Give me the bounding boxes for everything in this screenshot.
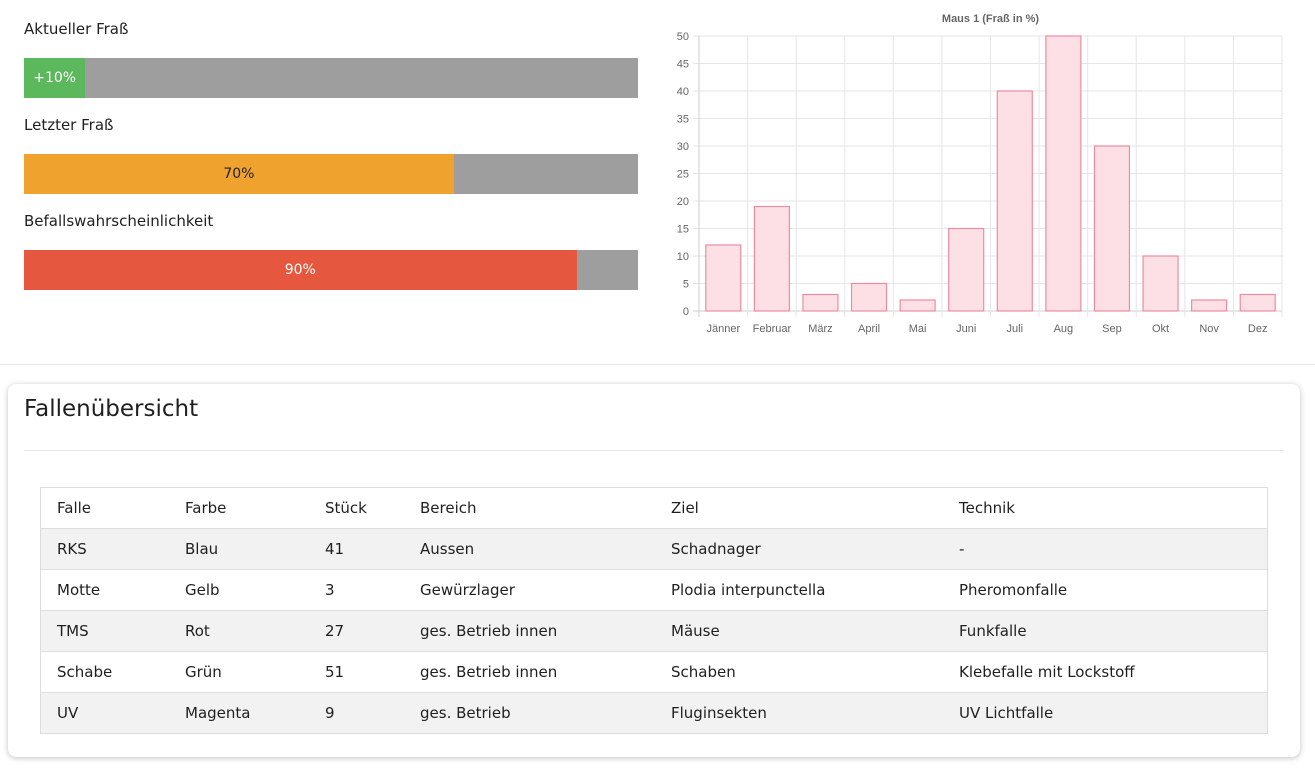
table-row: Motte Gelb 3 Gewürzlager Plodia interpun…	[40, 569, 1268, 611]
x-tick-label: Mai	[909, 323, 927, 335]
feeding-bar-chart: Maus 1 (Fraß in %) 0 5 10 15 20 25 30 35 40 45 50 Jä…	[660, 0, 1300, 350]
column-header-technik: Technik	[943, 487, 1268, 529]
y-tick-label: 35	[677, 114, 689, 126]
table-cell: Plodia interpunctella	[655, 569, 943, 611]
table-cell: RKS	[40, 528, 169, 570]
table-cell: Aussen	[404, 528, 655, 570]
table-cell: Mäuse	[655, 610, 943, 652]
table-cell: ges. Betrieb	[404, 692, 655, 734]
y-tick-label: 45	[677, 59, 689, 71]
progress-bar-current: +10%	[24, 58, 638, 98]
column-header-bereich: Bereich	[404, 487, 655, 529]
chart-bar	[1093, 145, 1131, 312]
table-row: Schabe Grün 51 ges. Betrieb innen Schabe…	[40, 651, 1268, 693]
table-cell: 3	[309, 569, 404, 611]
metric-label-infestation: Befallswahrscheinlichkeit	[24, 212, 214, 230]
x-tick-label: Juni	[956, 323, 976, 335]
chart-bar	[1045, 35, 1082, 312]
table-cell: 9	[309, 692, 404, 734]
table-cell: Funkfalle	[943, 610, 1268, 652]
table-cell: Gewürzlager	[404, 569, 655, 611]
table-cell: Magenta	[169, 692, 309, 734]
column-header-ziel: Ziel	[655, 487, 943, 529]
x-tick-label: Februar	[753, 323, 792, 335]
column-header-falle: Falle	[40, 487, 169, 529]
chart-bar	[1191, 299, 1228, 312]
card-divider	[24, 450, 1284, 451]
progress-value-last: 70%	[223, 166, 255, 182]
chart-svg: Maus 1 (Fraß in %) 0 5 10 15 20 25 30 35 40 45 50 Jä…	[677, 13, 1283, 335]
x-tick-label: Dez	[1248, 323, 1268, 335]
table-cell: Grün	[169, 651, 309, 693]
chart-bar	[850, 282, 888, 312]
table-cell: ges. Betrieb innen	[404, 651, 655, 693]
y-tick-label: 50	[677, 31, 689, 43]
y-tick-label: 30	[677, 141, 689, 153]
x-tick-label: Jänner	[706, 323, 740, 335]
y-tick-label: 40	[677, 86, 689, 98]
trap-overview-card: Fallenübersicht Falle Farbe Stück Bereic…	[8, 384, 1300, 757]
table-cell: Blau	[169, 528, 309, 570]
x-tick-label: Okt	[1152, 323, 1169, 335]
table-cell: UV Lichtfalle	[943, 692, 1268, 734]
x-tick-label: April	[858, 323, 880, 335]
table-cell: Rot	[169, 610, 309, 652]
chart-bar	[1239, 293, 1276, 312]
table-row: TMS Rot 27 ges. Betrieb innen Mäuse Funk…	[40, 610, 1268, 652]
table-cell: UV	[40, 692, 169, 734]
metric-label-last: Letzter Fraß	[24, 116, 114, 134]
metric-label-current: Aktueller Fraß	[24, 20, 129, 38]
x-tick-label: Nov	[1199, 323, 1219, 335]
chart-bar	[948, 227, 985, 312]
table-cell: TMS	[40, 610, 169, 652]
progress-bar-last: 70%	[24, 154, 638, 194]
table-cell: Schadnager	[655, 528, 943, 570]
table-cell: Gelb	[169, 569, 309, 611]
y-tick-label: 15	[677, 224, 689, 236]
chart-bar	[705, 244, 742, 312]
table-cell: 41	[309, 528, 404, 570]
chart-bar	[802, 293, 839, 312]
table-row: UV Magenta 9 ges. Betrieb Fluginsekten U…	[40, 692, 1268, 734]
trap-table: Falle Farbe Stück Bereich Ziel Technik R…	[40, 487, 1268, 734]
column-header-farbe: Farbe	[169, 487, 309, 529]
y-tick-label: 10	[677, 251, 689, 263]
x-tick-label: Juli	[1007, 323, 1024, 335]
progress-fill-infestation: 90%	[24, 250, 577, 290]
table-row: RKS Blau 41 Aussen Schadnager -	[40, 528, 1268, 570]
column-header-stueck: Stück	[309, 487, 404, 529]
table-cell: -	[943, 528, 1268, 570]
y-tick-label: 20	[677, 196, 689, 208]
chart-title: Maus 1 (Fraß in %)	[942, 13, 1040, 25]
y-tick-label: 5	[683, 279, 689, 291]
table-cell: Schaben	[655, 651, 943, 693]
table-cell: Klebefalle mit Lockstoff	[943, 651, 1268, 693]
chart-bar	[996, 90, 1033, 312]
progress-value-current: +10%	[33, 70, 77, 86]
table-cell: Fluginsekten	[655, 692, 943, 734]
metrics-and-chart-section: Aktueller Fraß +10% Letzter Fraß 70% Bef…	[0, 0, 1315, 365]
card-title: Fallenübersicht	[24, 396, 199, 422]
table-cell: Pheromonfalle	[943, 569, 1268, 611]
y-tick-label: 25	[677, 169, 689, 181]
chart-bar	[753, 205, 790, 312]
table-cell: Motte	[40, 569, 169, 611]
table-cell: ges. Betrieb innen	[404, 610, 655, 652]
chart-bar	[1142, 255, 1179, 312]
y-tick-label: 0	[683, 306, 689, 318]
x-tick-label: Sep	[1102, 323, 1122, 335]
progress-fill-last: 70%	[24, 154, 454, 194]
progress-fill-current: +10%	[24, 58, 86, 98]
x-tick-label: März	[808, 323, 832, 335]
table-cell: Schabe	[40, 651, 169, 693]
table-header-row: Falle Farbe Stück Bereich Ziel Technik	[40, 487, 1268, 529]
progress-value-infestation: 90%	[284, 262, 316, 278]
progress-bar-infestation: 90%	[24, 250, 638, 290]
table-cell: 51	[309, 651, 404, 693]
chart-bar	[899, 299, 936, 312]
x-tick-label: Aug	[1054, 323, 1074, 335]
table-cell: 27	[309, 610, 404, 652]
